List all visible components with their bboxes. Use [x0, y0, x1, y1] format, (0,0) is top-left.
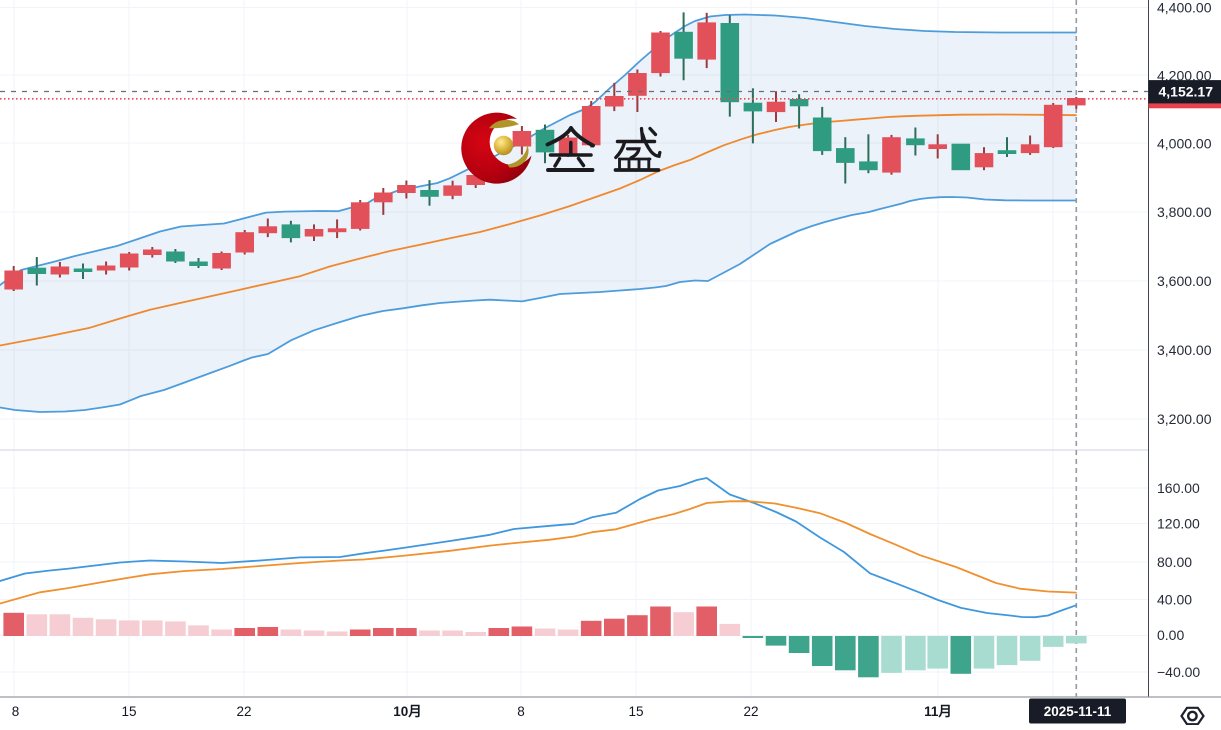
- svg-text:120.00: 120.00: [1157, 515, 1200, 531]
- svg-text:80.00: 80.00: [1157, 554, 1192, 570]
- svg-text:8: 8: [12, 704, 20, 719]
- svg-text:−40.00: −40.00: [1157, 664, 1200, 680]
- svg-text:4,400.00: 4,400.00: [1157, 0, 1212, 15]
- svg-text:10月: 10月: [393, 704, 422, 719]
- svg-text:8: 8: [517, 704, 525, 719]
- svg-text:15: 15: [628, 704, 643, 719]
- svg-text:4,152.17: 4,152.17: [1159, 83, 1214, 99]
- svg-text:40.00: 40.00: [1157, 591, 1192, 607]
- svg-text:3,800.00: 3,800.00: [1157, 204, 1212, 220]
- svg-text:22: 22: [743, 704, 758, 719]
- svg-text:11月: 11月: [924, 704, 952, 719]
- svg-text:22: 22: [236, 704, 251, 719]
- svg-text:2025-11-11: 2025-11-11: [1044, 704, 1112, 719]
- svg-text:15: 15: [121, 704, 136, 719]
- svg-text:4,000.00: 4,000.00: [1157, 135, 1212, 151]
- svg-text:0.00: 0.00: [1157, 627, 1184, 643]
- svg-text:160.00: 160.00: [1157, 480, 1200, 496]
- svg-text:3,200.00: 3,200.00: [1157, 411, 1212, 427]
- svg-text:3,600.00: 3,600.00: [1157, 273, 1212, 289]
- svg-text:3,400.00: 3,400.00: [1157, 342, 1212, 358]
